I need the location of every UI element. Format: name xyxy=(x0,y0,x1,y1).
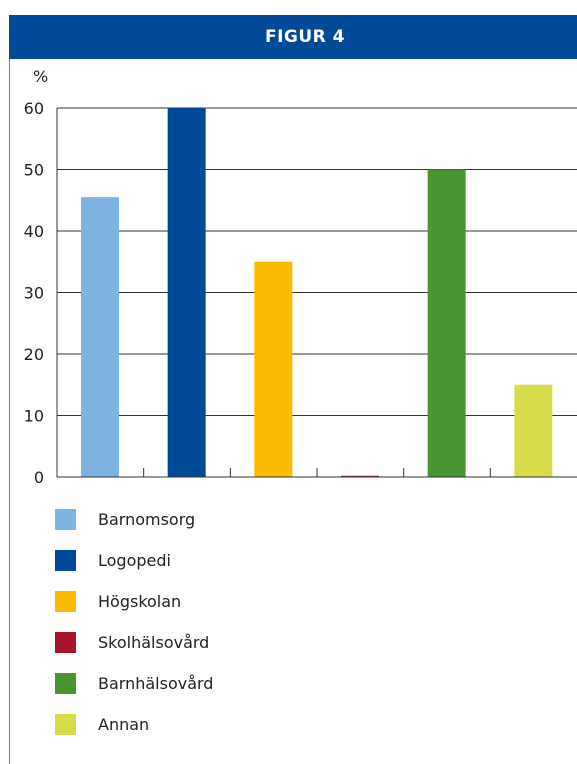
bar-5 xyxy=(427,169,466,477)
bar-2 xyxy=(167,108,206,477)
y-tick-label: 50 xyxy=(24,161,44,180)
y-tick-label: 0 xyxy=(34,468,44,487)
bar-1 xyxy=(81,197,119,478)
legend-item: Logopedi xyxy=(55,549,171,571)
y-tick-label: 10 xyxy=(24,407,44,426)
bar-6 xyxy=(514,384,553,477)
legend-swatch xyxy=(55,508,76,530)
figure-frame xyxy=(9,15,576,764)
legend-label: Barnhälsovård xyxy=(98,673,214,693)
legend-item: Annan xyxy=(55,713,149,735)
y-tick-label: 30 xyxy=(24,284,44,303)
legend-label: Högskolan xyxy=(98,591,182,611)
figure-header: FIGUR 4 xyxy=(9,15,577,59)
legend-label: Logopedi xyxy=(98,550,171,570)
legend-label: Annan xyxy=(98,714,150,734)
legend-item: Högskolan xyxy=(55,590,181,612)
y-tick-label: 40 xyxy=(24,222,44,241)
legend-label: Skolhälsovård xyxy=(98,632,210,652)
figure-title: FIGUR 4 xyxy=(264,27,346,47)
legend-swatch xyxy=(55,672,76,694)
legend-item: Skolhälsovård xyxy=(55,631,209,653)
legend-swatch xyxy=(55,713,76,735)
bar-3 xyxy=(254,261,293,477)
legend-swatch xyxy=(55,590,76,612)
legend-label: Barnomsorg xyxy=(98,509,196,529)
y-tick-label: 60 xyxy=(24,99,44,118)
bar-4 xyxy=(341,475,379,477)
legend-item: Barnomsorg xyxy=(55,508,195,530)
legend-swatch xyxy=(55,549,76,571)
legend-item: Barnhälsovård xyxy=(55,672,213,694)
y-tick-label: 20 xyxy=(24,345,44,364)
legend-swatch xyxy=(55,631,76,653)
y-axis-label: % xyxy=(33,67,48,86)
